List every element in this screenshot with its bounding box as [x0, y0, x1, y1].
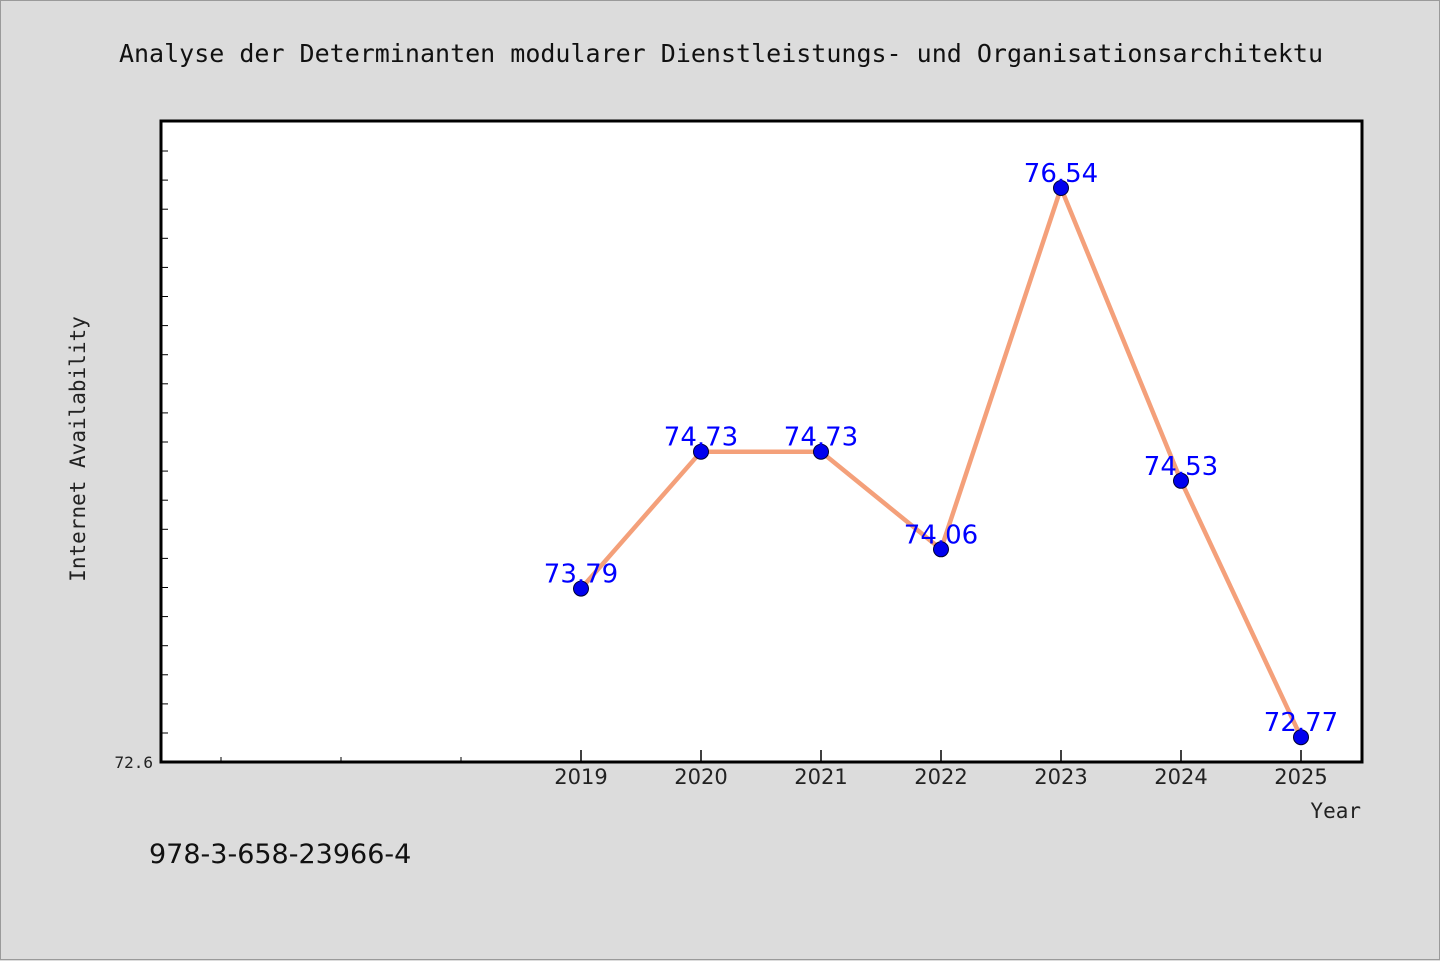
x-axis-ticks	[220, 750, 1302, 762]
data-point	[573, 580, 589, 597]
data-labels: 73.79 74.73 74.73 74.06 76.54 74.53 72.77	[544, 159, 1338, 738]
x-tick-label: 2020	[674, 765, 727, 789]
x-tick-label: 2019	[554, 765, 607, 789]
data-point	[933, 541, 949, 558]
y-axis-label: Internet Availability	[66, 316, 90, 582]
data-point	[693, 443, 709, 460]
x-tick-label: 2021	[794, 765, 847, 789]
series-points	[573, 180, 1309, 746]
x-axis-label: Year	[1310, 799, 1361, 823]
data-label: 74.73	[664, 423, 738, 453]
data-label: 74.53	[1144, 452, 1218, 482]
x-tick-label: 2022	[914, 765, 967, 789]
plot-area	[159, 119, 1364, 764]
y-axis-minor-ticks	[161, 150, 168, 734]
chart-title: Analyse der Determinanten modularer Dien…	[119, 39, 1323, 68]
data-label: 74.73	[784, 423, 858, 453]
x-axis-tick-labels: 2019 2020 2021 2022 2023 2024 2025	[554, 765, 1327, 789]
y-axis-tick-labels: 72.6	[114, 753, 153, 772]
data-point	[1293, 729, 1309, 746]
data-label: 72.77	[1264, 708, 1338, 738]
data-point	[1053, 180, 1069, 196]
x-tick-label: 2025	[1274, 765, 1327, 789]
data-label: 74.06	[904, 520, 978, 550]
x-tick-label: 2024	[1154, 765, 1207, 789]
data-label: 73.79	[544, 560, 618, 590]
x-tick-label: 2023	[1034, 765, 1087, 789]
y-tick-label: 72.6	[114, 753, 153, 772]
data-point	[1173, 472, 1189, 489]
data-point	[813, 443, 829, 460]
isbn-label: 978-3-658-23966-4	[149, 839, 411, 870]
data-label: 76.54	[1024, 159, 1098, 189]
